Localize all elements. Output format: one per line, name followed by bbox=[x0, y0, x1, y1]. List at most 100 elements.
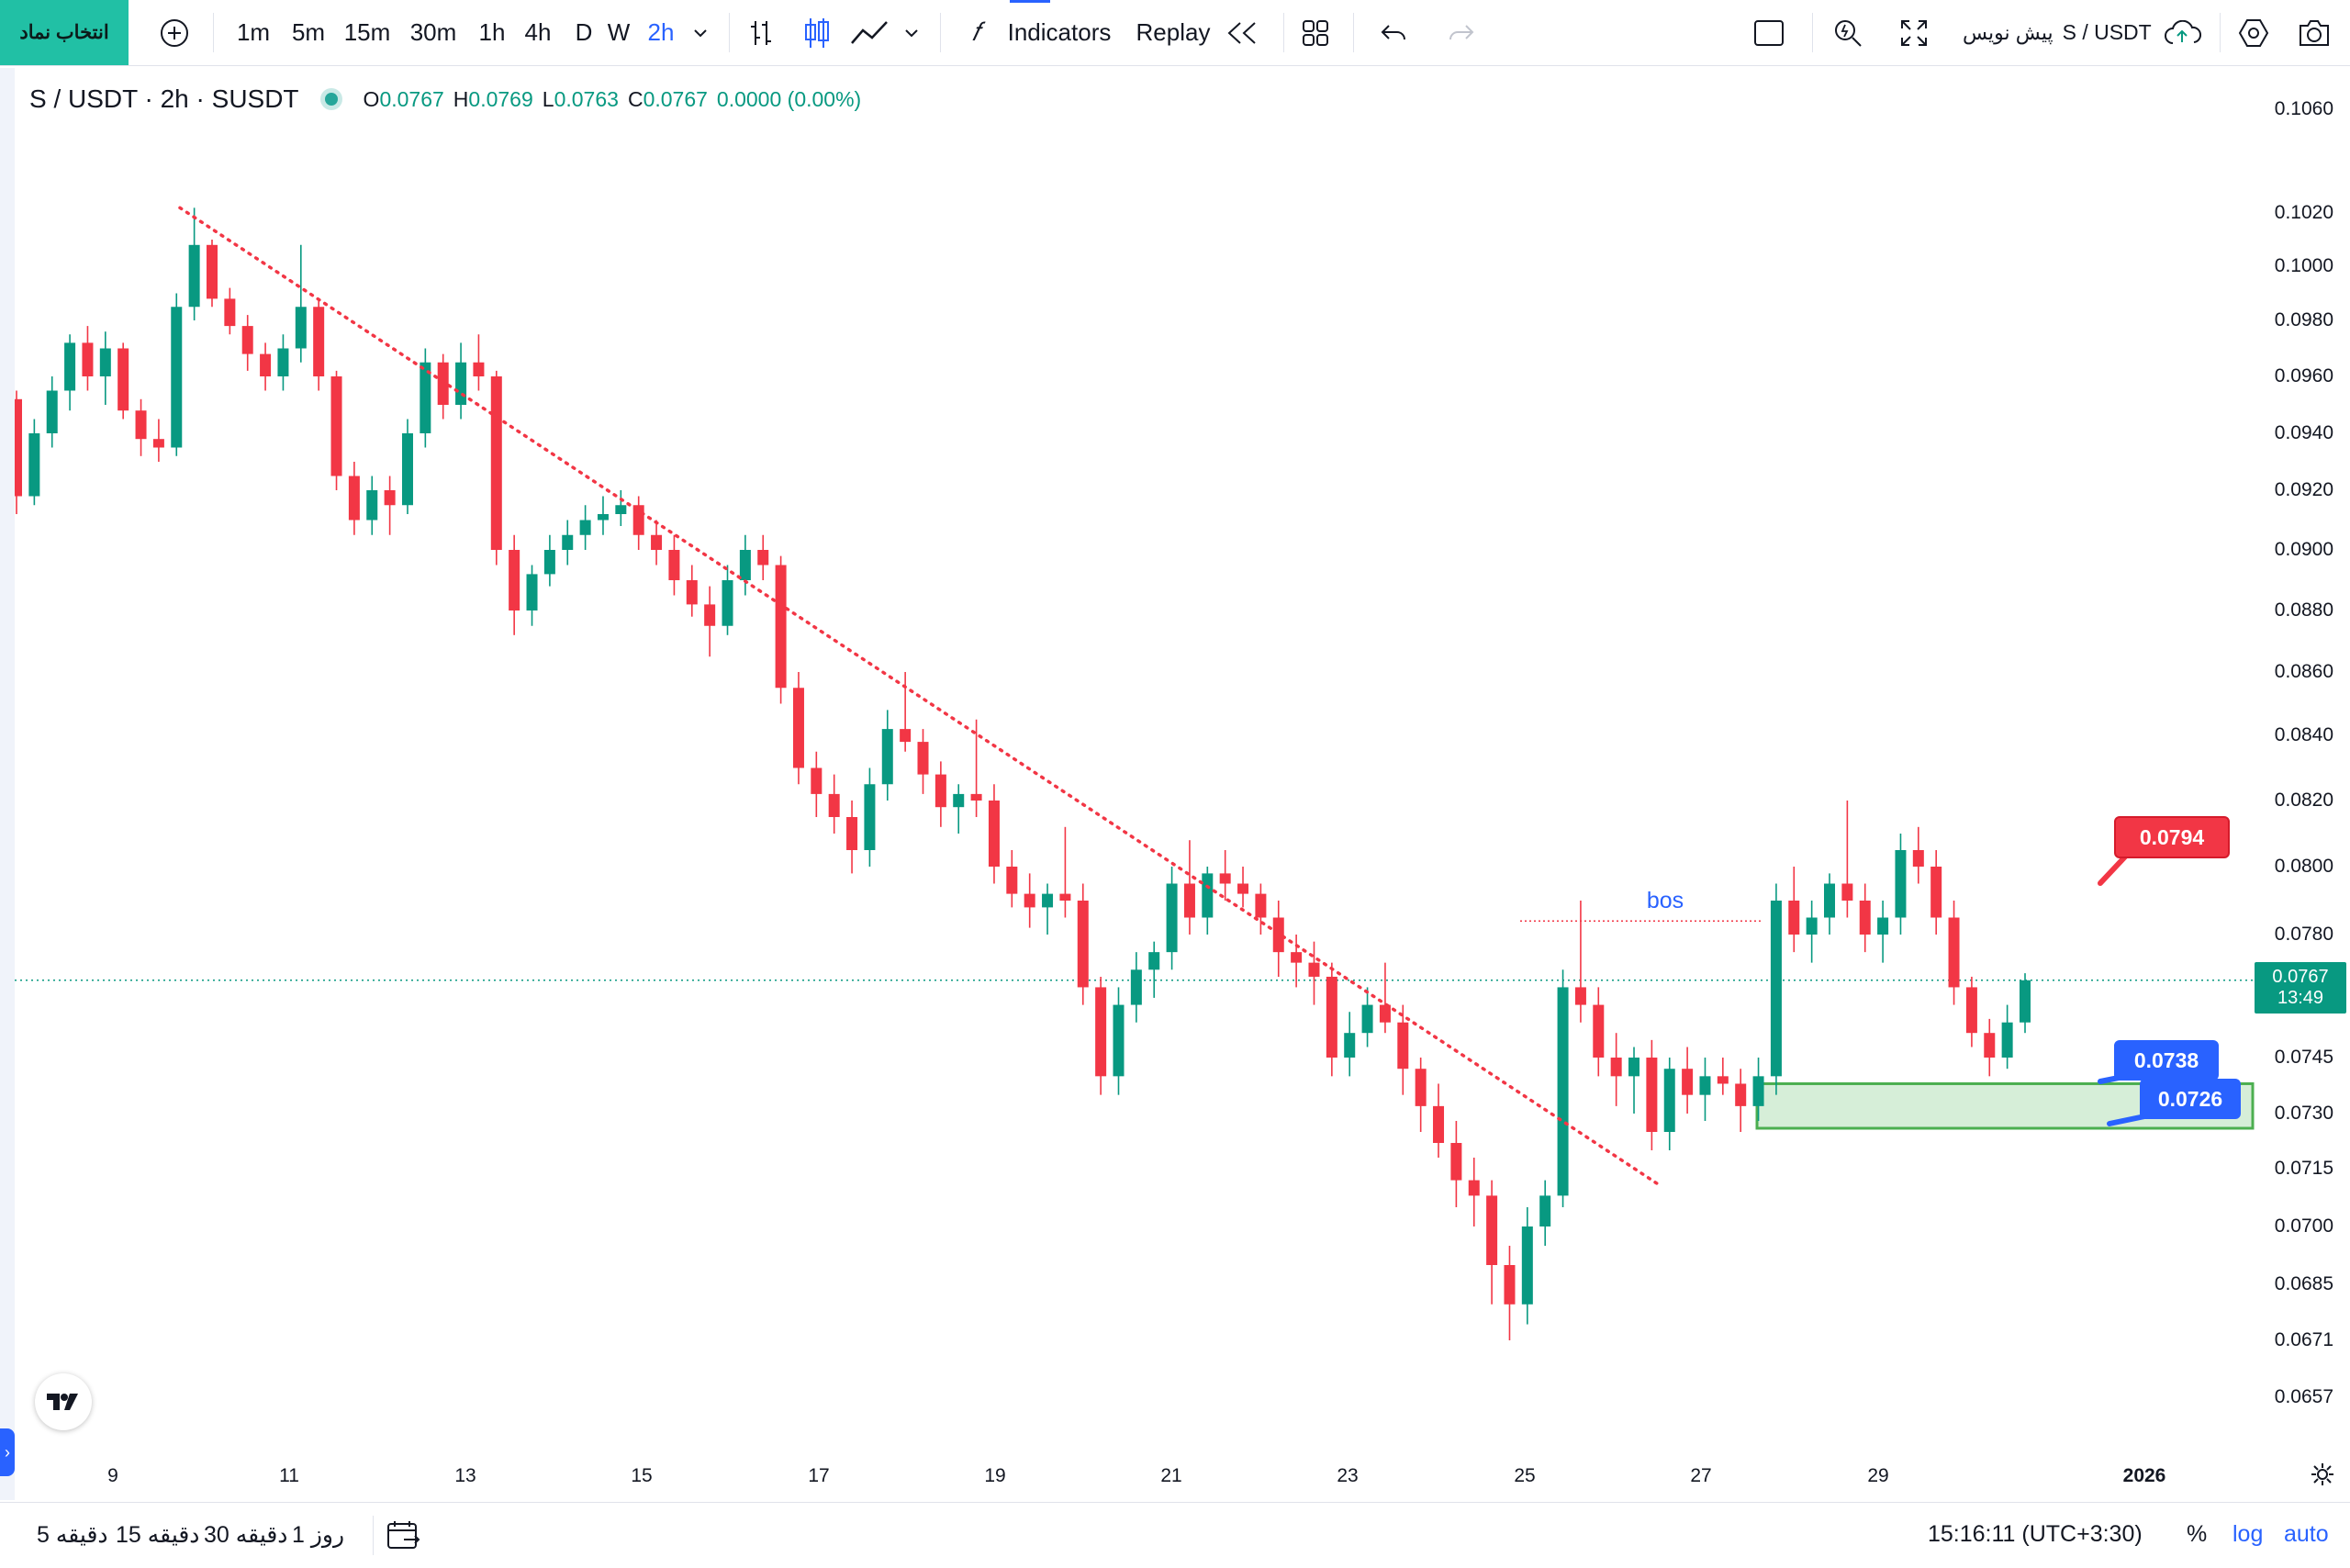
chevron-down-icon[interactable] bbox=[898, 0, 925, 65]
expand-sidebar-button[interactable]: › bbox=[0, 1428, 15, 1476]
interval-1m[interactable]: 1m bbox=[236, 18, 271, 46]
current-price: 0.0767 bbox=[2272, 966, 2329, 987]
symbol-search-button[interactable]: انتخاب نماد bbox=[0, 0, 129, 65]
candle-body bbox=[1361, 1004, 1373, 1034]
candle-body bbox=[1628, 1058, 1640, 1077]
price-label: 0.0940 bbox=[2274, 422, 2333, 443]
range-15m[interactable]: 15 دقیقه bbox=[116, 1522, 200, 1548]
redo-icon[interactable] bbox=[1439, 0, 1482, 65]
replay-button[interactable]: Replay bbox=[1136, 18, 1211, 46]
candle-body bbox=[171, 307, 183, 448]
callout-box bbox=[2114, 816, 2230, 858]
time-label: 19 bbox=[984, 1465, 1006, 1486]
candle-body bbox=[864, 784, 876, 850]
indicators-button[interactable]: Indicators bbox=[1007, 18, 1112, 46]
rewind-icon[interactable] bbox=[1219, 0, 1265, 65]
candle-body bbox=[579, 520, 591, 535]
price-axis[interactable]: 0.1060 0.1020 0.1000 0.0980 0.0960 0.0940 0.09… bbox=[2255, 68, 2350, 1500]
candle-body bbox=[934, 774, 946, 808]
time-label: 29 bbox=[1867, 1465, 1889, 1486]
interval-1h[interactable]: 1h bbox=[478, 18, 506, 46]
candle-body bbox=[152, 439, 164, 448]
candle-body bbox=[881, 729, 893, 785]
range-5m[interactable]: 5 دقیقه bbox=[37, 1522, 108, 1548]
candle-body bbox=[1895, 850, 1907, 918]
candle-body bbox=[1539, 1195, 1551, 1226]
interval-W[interactable]: W bbox=[607, 18, 631, 46]
candle-body bbox=[1344, 1033, 1356, 1058]
expand-icon[interactable] bbox=[1893, 0, 1935, 65]
percent-toggle[interactable]: % bbox=[2187, 1521, 2208, 1547]
cloud-icon[interactable] bbox=[2161, 0, 2203, 65]
candle-body bbox=[1166, 883, 1178, 953]
candle-body bbox=[64, 342, 76, 391]
interval-15m[interactable]: 15m bbox=[343, 18, 391, 46]
time-axis[interactable]: 9 11 13 15 17 19 21 23 25 27 29 2026 bbox=[15, 1447, 2333, 1502]
add-symbol-icon[interactable] bbox=[154, 0, 195, 65]
tradingview-logo[interactable] bbox=[35, 1373, 92, 1430]
symbol-title: S / USDT bbox=[2062, 20, 2152, 44]
candle-body bbox=[1984, 1033, 1996, 1058]
candle-body bbox=[811, 767, 822, 794]
log-toggle[interactable]: log bbox=[2232, 1521, 2264, 1547]
candles-icon[interactable] bbox=[797, 0, 837, 65]
candle-body bbox=[1006, 867, 1018, 894]
market-status-dot bbox=[324, 93, 338, 106]
candle-body bbox=[99, 348, 111, 376]
auto-toggle[interactable]: auto bbox=[2284, 1521, 2329, 1547]
candle-body bbox=[900, 729, 912, 743]
interval-5m[interactable]: 5m bbox=[291, 18, 326, 46]
candle-body bbox=[348, 476, 360, 521]
candle-body bbox=[401, 433, 413, 506]
price-label: 0.0780 bbox=[2274, 924, 2333, 945]
candle-body bbox=[846, 817, 858, 850]
candle-body bbox=[1682, 1069, 1694, 1095]
preorder-label: پیش نویس bbox=[1963, 20, 2053, 44]
candle-body bbox=[295, 307, 307, 349]
candle-body bbox=[1255, 893, 1267, 918]
callout-box bbox=[2140, 1079, 2241, 1119]
callout-pointer bbox=[2098, 851, 2131, 886]
candle-body bbox=[1042, 893, 1054, 908]
settings-gear-icon[interactable] bbox=[2232, 0, 2275, 65]
undo-icon[interactable] bbox=[1373, 0, 1416, 65]
candle-body bbox=[1130, 969, 1142, 1005]
candle-body bbox=[2001, 1022, 2013, 1058]
camera-icon[interactable] bbox=[2293, 0, 2335, 65]
fullscreen-box-icon[interactable] bbox=[1748, 0, 1790, 65]
line-chart-icon[interactable] bbox=[846, 0, 892, 65]
axis-settings-icon[interactable] bbox=[2310, 1462, 2335, 1492]
date-range-icon[interactable] bbox=[386, 1519, 422, 1555]
candle-body bbox=[1948, 917, 1960, 988]
interval-30m[interactable]: 30m bbox=[409, 18, 457, 46]
candle-body bbox=[775, 565, 787, 689]
range-30m[interactable]: 30 دقیقه bbox=[204, 1522, 288, 1548]
interval-2h[interactable]: 2h bbox=[647, 18, 675, 46]
range-1d[interactable]: 1 روز bbox=[292, 1522, 345, 1548]
quick-search-icon[interactable] bbox=[1827, 0, 1869, 65]
function-icon[interactable]: 𝑓 bbox=[971, 17, 980, 46]
candle-body bbox=[1557, 987, 1569, 1196]
interval-4h[interactable]: 4h bbox=[524, 18, 552, 46]
active-underline bbox=[1010, 0, 1050, 3]
candle-body bbox=[757, 550, 769, 566]
interval-D[interactable]: D bbox=[575, 18, 593, 46]
candle-body bbox=[1841, 883, 1853, 901]
candle-body bbox=[1504, 1265, 1516, 1305]
price-label: 0.1020 bbox=[2274, 202, 2333, 223]
candle-body bbox=[1059, 893, 1071, 901]
candle-body bbox=[277, 348, 289, 376]
candle-body bbox=[473, 362, 485, 376]
chevron-down-icon[interactable] bbox=[687, 0, 714, 65]
symbol-title-group[interactable]: پیش نویس S / USDT bbox=[1963, 0, 2155, 65]
layout-grid-icon[interactable] bbox=[1294, 0, 1337, 65]
bar-style-icon[interactable] bbox=[742, 0, 782, 65]
candle-body bbox=[1788, 901, 1800, 935]
price-chart[interactable]: bos 0.0794 0.0738 0.0726 bbox=[15, 68, 2255, 1500]
legend-symbol: S / USDT · 2h · SUSDT bbox=[29, 84, 299, 113]
candle-body bbox=[739, 550, 751, 580]
legend-change: 0.0000 (0.00%) bbox=[716, 86, 862, 111]
price-label: 0.0657 bbox=[2274, 1386, 2333, 1407]
candle-body bbox=[597, 514, 609, 521]
candle-body bbox=[455, 362, 467, 405]
